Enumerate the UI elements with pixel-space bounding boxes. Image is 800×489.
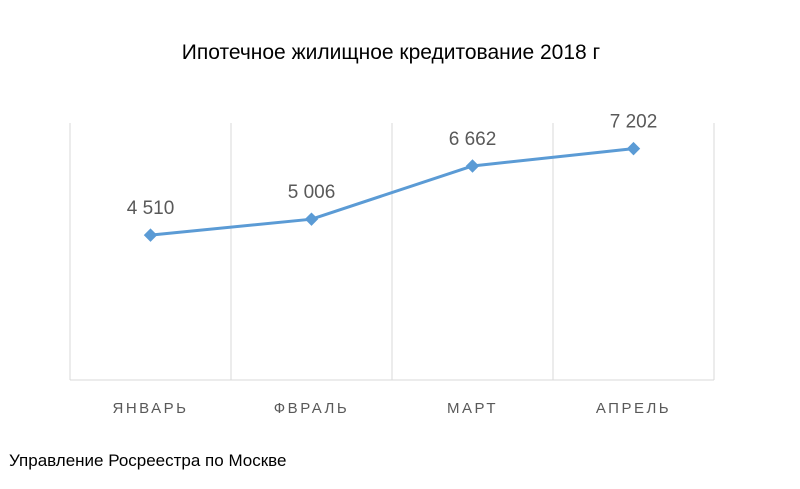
tick-label-0: ЯНВАРЬ bbox=[112, 400, 188, 417]
source-caption: Управление Росреестра по Москве bbox=[9, 451, 287, 470]
data-labels: 4 510 5 006 6 662 7 202 bbox=[127, 112, 658, 219]
data-label-1: 5 006 bbox=[288, 182, 336, 203]
marker-0 bbox=[143, 228, 158, 242]
marker-1 bbox=[304, 212, 319, 226]
series-line bbox=[149, 147, 635, 237]
data-label-3: 7 202 bbox=[610, 112, 658, 133]
marker-3 bbox=[626, 141, 641, 156]
series-markers bbox=[143, 141, 641, 242]
tick-label-3: АПРЕЛЬ bbox=[596, 400, 671, 417]
chart-title: Ипотечное жилищное кредитование 2018 г bbox=[182, 41, 601, 64]
x-axis-tick-labels: ЯНВАРЬ ФВРАЛЬ МАРТ АПРЕЛЬ bbox=[112, 400, 671, 417]
data-label-2: 6 662 bbox=[449, 129, 497, 150]
data-label-0: 4 510 bbox=[127, 198, 175, 219]
tick-label-2: МАРТ bbox=[447, 400, 498, 417]
gridlines bbox=[69, 123, 715, 380]
tick-label-1: ФВРАЛЬ bbox=[274, 400, 349, 417]
series-line-group bbox=[149, 147, 635, 237]
marker-2 bbox=[465, 159, 480, 173]
